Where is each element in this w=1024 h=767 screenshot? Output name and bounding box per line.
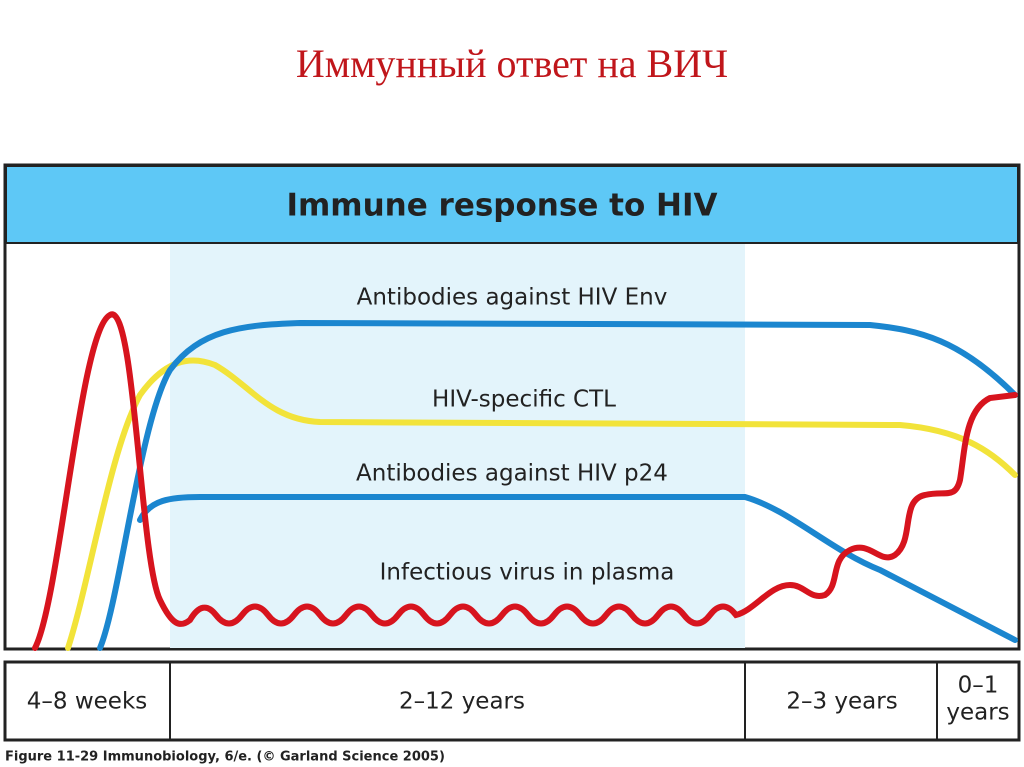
figure-title: Immune response to HIV bbox=[286, 188, 717, 224]
slide-title: Иммунный ответ на ВИЧ bbox=[296, 41, 728, 86]
caption: Figure 11-29 Immunobiology, 6/e. (© Garl… bbox=[5, 750, 445, 765]
period-label: years bbox=[946, 700, 1009, 726]
p24-curve bbox=[137, 494, 1018, 643]
curve-label: Antibodies against HIV p24 bbox=[356, 461, 668, 487]
curve-label: Antibodies against HIV Env bbox=[357, 285, 668, 311]
period-label: 2–12 years bbox=[399, 689, 525, 715]
env-curve bbox=[97, 319, 1018, 651]
shaded-period bbox=[170, 243, 745, 648]
curves bbox=[32, 311, 1018, 651]
virus-curve bbox=[32, 311, 1018, 651]
period-label: 4–8 weeks bbox=[27, 689, 148, 715]
curve-label: HIV-specific CTL bbox=[432, 387, 616, 413]
period-label: 2–3 years bbox=[786, 689, 897, 715]
ctl-curve bbox=[65, 357, 1018, 651]
period-bar bbox=[3, 660, 1021, 742]
period-label: 0–1 bbox=[958, 673, 999, 699]
curve-label: Infectious virus in plasma bbox=[380, 560, 675, 586]
header-band bbox=[5, 165, 1019, 244]
